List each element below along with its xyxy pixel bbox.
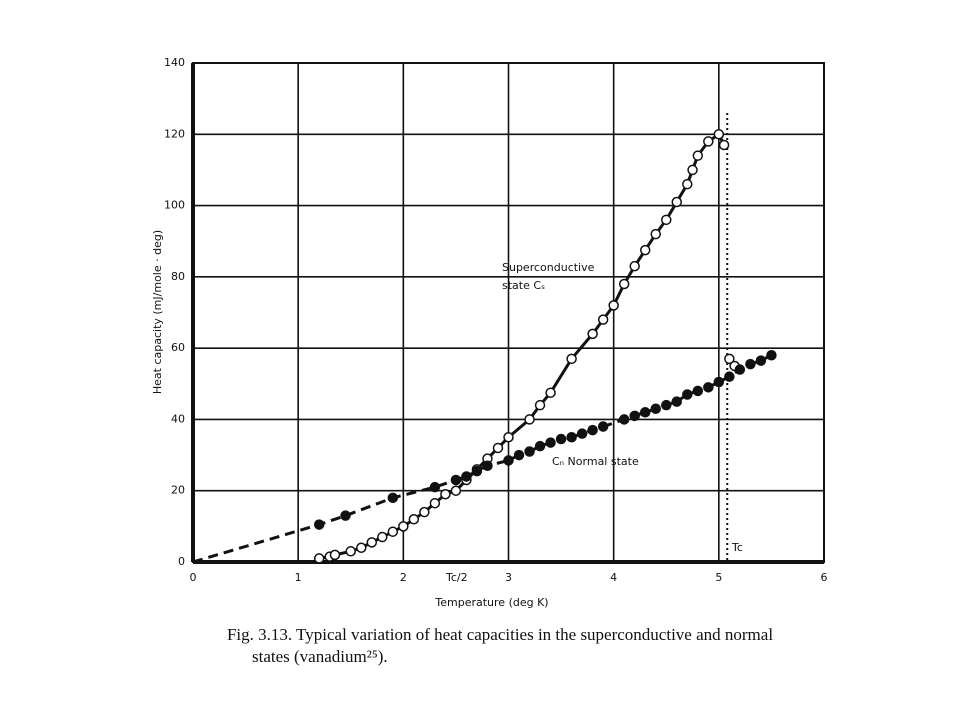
data-point — [503, 432, 514, 443]
y-tick-label: 120 — [164, 127, 185, 140]
data-point — [329, 549, 341, 561]
data-point — [734, 364, 746, 375]
data-point — [692, 385, 704, 397]
data-point — [440, 489, 451, 500]
data-point — [661, 214, 672, 226]
data-point — [555, 433, 567, 445]
data-point — [377, 531, 388, 543]
data-point — [492, 442, 504, 454]
data-point — [713, 376, 725, 388]
y-tick-label: 140 — [164, 56, 185, 69]
data-point — [671, 196, 683, 208]
y-axis-label: Heat capacity (mJ/mole · deg) — [151, 230, 164, 394]
data-point — [703, 382, 714, 393]
data-point — [340, 510, 351, 521]
data-point — [513, 449, 525, 461]
data-point — [429, 481, 441, 493]
data-point — [503, 455, 514, 466]
data-point — [682, 389, 693, 400]
y-tick-label: 40 — [171, 412, 185, 425]
annotation: Superconductive — [502, 261, 595, 274]
data-point — [766, 350, 777, 361]
data-point — [387, 492, 399, 504]
caption: states (vanadium²⁵). — [252, 647, 388, 666]
x-tick-label: 0 — [190, 571, 197, 584]
data-point — [713, 129, 725, 140]
series-line — [318, 132, 726, 560]
data-point — [682, 178, 693, 190]
data-point — [639, 407, 651, 418]
data-point — [419, 506, 430, 518]
data-point — [692, 150, 704, 161]
data-point — [587, 424, 598, 436]
data-point — [724, 353, 735, 365]
data-point — [629, 260, 640, 272]
data-point — [545, 387, 556, 398]
data-point — [718, 139, 730, 151]
data-point — [629, 410, 640, 422]
annotation: Tc — [731, 541, 743, 554]
data-point — [587, 328, 598, 340]
data-point — [387, 526, 399, 537]
data-point — [597, 421, 609, 432]
data-point — [482, 460, 493, 472]
data-point — [534, 440, 546, 452]
data-point — [650, 228, 661, 240]
data-point — [566, 353, 577, 365]
data-point — [545, 437, 556, 448]
annotation: Tc/2 — [445, 571, 468, 584]
x-axis-label: Temperature (deg K) — [434, 596, 548, 609]
annotation: Cₙ Normal state — [552, 455, 639, 468]
data-point — [366, 537, 378, 548]
data-point — [618, 278, 630, 290]
data-point — [408, 513, 420, 525]
data-point — [597, 314, 609, 325]
data-point — [429, 497, 441, 509]
data-point — [576, 428, 588, 439]
y-tick-label: 0 — [178, 555, 185, 568]
data-point — [461, 471, 472, 482]
y-tick-label: 80 — [171, 270, 185, 283]
data-point — [534, 399, 546, 411]
y-tick-label: 100 — [164, 199, 185, 212]
data-point — [687, 164, 698, 176]
data-point — [650, 403, 661, 414]
data-point — [524, 414, 535, 425]
data-point — [313, 553, 325, 564]
data-point — [566, 432, 577, 443]
data-point — [639, 244, 651, 256]
data-point — [471, 465, 483, 477]
data-point — [450, 485, 462, 496]
x-tick-label: 5 — [715, 571, 722, 584]
x-tick-label: 3 — [505, 571, 512, 584]
annotation: state Cₛ — [502, 279, 545, 292]
data-point — [345, 546, 356, 557]
series-line — [192, 353, 773, 564]
y-tick-label: 60 — [171, 341, 185, 354]
x-tick-label: 1 — [295, 571, 302, 584]
y-tick-label: 20 — [171, 484, 185, 497]
caption: Fig. 3.13. Typical variation of heat cap… — [227, 625, 773, 644]
x-tick-label: 2 — [400, 571, 407, 584]
data-point — [398, 521, 409, 532]
data-point — [724, 371, 735, 382]
data-point — [661, 399, 672, 411]
data-point — [524, 446, 535, 457]
data-point — [450, 474, 462, 486]
data-point — [703, 136, 714, 147]
data-point — [618, 414, 630, 425]
data-point — [671, 396, 683, 407]
data-point — [755, 355, 767, 366]
x-tick-label: 6 — [821, 571, 828, 584]
data-point — [608, 300, 619, 311]
data-point — [356, 542, 367, 553]
data-point — [313, 519, 325, 530]
data-point — [745, 358, 756, 370]
x-tick-label: 4 — [610, 571, 617, 584]
